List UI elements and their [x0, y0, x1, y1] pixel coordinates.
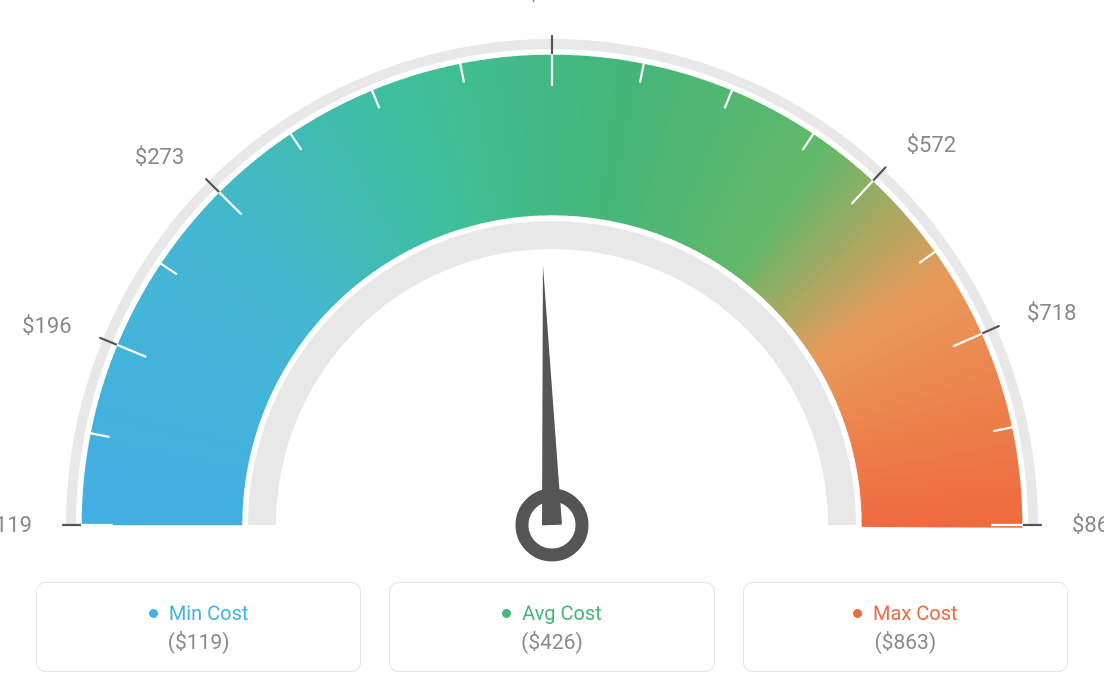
avg-cost-header: Avg Cost	[390, 601, 713, 625]
gauge-tick-label: $119	[0, 513, 32, 538]
max-cost-value: ($863)	[744, 631, 1067, 655]
max-cost-label: Max Cost	[873, 601, 958, 625]
min-cost-header: Min Cost	[37, 601, 360, 625]
max-dot-icon	[853, 609, 862, 618]
gauge-tick-label: $426	[522, 0, 582, 6]
avg-cost-label: Avg Cost	[522, 601, 602, 625]
min-cost-card: Min Cost ($119)	[36, 582, 361, 672]
min-cost-label: Min Cost	[169, 601, 249, 625]
max-cost-header: Max Cost	[744, 601, 1067, 625]
max-cost-card: Max Cost ($863)	[743, 582, 1068, 672]
gauge-svg	[0, 0, 1104, 575]
gauge-tick-label: $572	[907, 133, 967, 158]
min-dot-icon	[149, 609, 158, 618]
avg-cost-value: ($426)	[390, 631, 713, 655]
cost-gauge: $119 $196 $273 $426 $572 $718 $863	[0, 0, 1104, 575]
summary-cards: Min Cost ($119) Avg Cost ($426) Max Cost…	[36, 582, 1068, 672]
min-cost-value: ($119)	[37, 631, 360, 655]
avg-cost-card: Avg Cost ($426)	[389, 582, 714, 672]
gauge-tick-label: $863	[1072, 513, 1104, 538]
avg-dot-icon	[502, 609, 511, 618]
gauge-tick-label: $196	[12, 314, 72, 339]
gauge-tick-label: $718	[1027, 301, 1087, 326]
gauge-tick-label: $273	[124, 145, 184, 170]
